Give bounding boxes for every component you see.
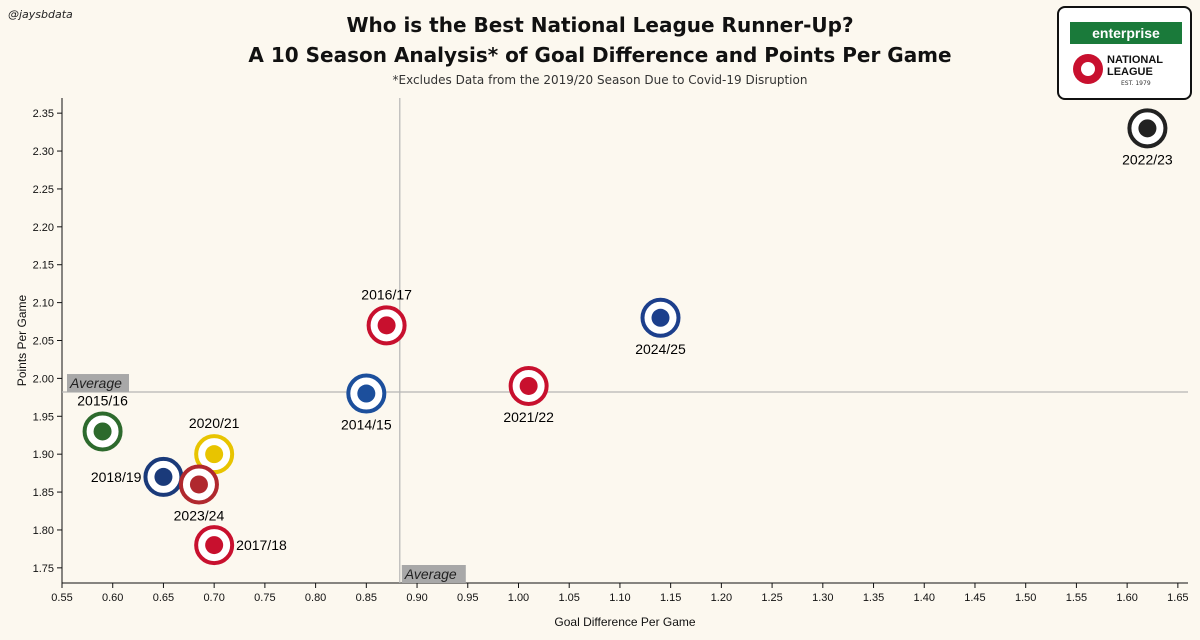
league-name-line-2: LEAGUE [1107,66,1153,78]
x-tick-label: 1.65 [1167,592,1188,604]
y-tick-label: 2.30 [33,146,54,158]
y-tick-label: 1.90 [33,449,54,461]
enterprise-logo: enterprise [1070,22,1182,44]
x-tick-label: 1.00 [508,592,529,604]
point-label: 2020/21 [189,415,240,431]
x-tick-label: 1.25 [761,592,782,604]
y-tick-label: 2.35 [33,108,54,120]
x-tick-label: 1.45 [964,592,985,604]
club-crest-center-icon [205,445,224,464]
data-point: 2016/17 [361,286,412,346]
data-point: 2020/21 [189,415,240,475]
x-tick-label: 0.75 [254,592,275,604]
average-lines-layer: Average Average [62,98,1188,583]
sponsor-logo-panel: enterprise NATIONAL LEAGUE EST. 1979 [1057,6,1192,100]
data-point: 2022/23 [1122,108,1173,167]
axes-layer: 0.55 0.60 0.65 0.70 0.75 0.80 0.85 0.90 0.95 1.00… [33,98,1189,604]
y-tick-label: 2.05 [33,336,54,348]
x-tick-label: 0.80 [305,592,326,604]
x-tick-label: 0.95 [457,592,478,604]
author-credit: @jaysbdata [8,8,73,21]
x-tick-label: 0.60 [102,592,123,604]
x-tick-label: 1.10 [609,592,630,604]
y-tick-label: 2.25 [33,184,54,196]
x-tick-label: 0.90 [406,592,427,604]
club-crest-center-icon [154,467,173,486]
average-x-label-bg [401,565,466,583]
club-crest-center-icon [1138,119,1157,138]
league-name-line-1: NATIONAL [1107,54,1164,66]
y-axis-title: Points Per Game [15,294,29,386]
y-tick-label: 1.85 [33,487,54,499]
point-label: 2023/24 [174,507,225,523]
y-tick-label: 2.20 [33,222,54,234]
average-y-label: Average [69,375,122,391]
data-point: 2014/15 [341,373,392,433]
data-point: 2021/22 [503,365,554,425]
point-label: 2014/15 [341,417,392,433]
point-label: 2021/22 [503,409,554,425]
x-tick-label: 1.50 [1015,592,1036,604]
x-axis-title: Goal Difference Per Game [554,615,696,629]
club-crest-center-icon [651,308,670,327]
x-tick-label: 1.05 [558,592,579,604]
club-crest-center-icon [205,536,224,555]
club-crest-center-icon [377,316,396,335]
average-y-label-bg [67,374,129,393]
point-label: 2017/18 [236,537,287,553]
x-tick-label: 0.70 [203,592,224,604]
point-label: 2024/25 [635,341,686,357]
club-crest-center-icon [189,475,208,494]
y-tick-label: 1.80 [33,525,54,537]
club-crest-center-icon [357,384,376,403]
chart-titles: Who is the Best National League Runner-U… [0,10,1200,87]
data-point: 2017/18 [194,525,287,566]
point-label: 2022/23 [1122,151,1173,167]
x-tick-label: 1.30 [812,592,833,604]
y-tick-label: 1.95 [33,411,54,423]
x-tick-label: 1.15 [660,592,681,604]
y-tick-label: 2.10 [33,298,54,310]
y-tick-label: 1.75 [33,563,54,575]
x-tick-label: 1.60 [1116,592,1137,604]
y-tick-label: 2.00 [33,373,54,385]
club-crest-center-icon [519,376,538,395]
points-layer: 2015/16 2016/17 2014/15 2017/18 2018/19 2020/… [77,108,1173,566]
x-tick-label: 0.85 [356,592,377,604]
data-point: 2015/16 [77,392,128,452]
x-tick-label: 1.40 [914,592,935,604]
average-x-label: Average [404,566,457,582]
x-tick-label: 0.55 [51,592,72,604]
point-label: 2016/17 [361,286,412,302]
national-league-logo-text: NATIONAL LEAGUE [1107,54,1163,78]
data-point: 2018/19 [91,456,184,497]
x-tick-label: 1.20 [711,592,732,604]
data-point: 2024/25 [635,297,686,357]
league-established: EST. 1979 [1121,80,1151,87]
chart-subtitle: *Excludes Data from the 2019/20 Season D… [392,73,808,87]
chart-title-line-2: A 10 Season Analysis* of Goal Difference… [248,43,952,67]
national-league-rose-icon [1073,54,1103,84]
chart-title-line-1: Who is the Best National League Runner-U… [346,13,854,37]
point-label: 2018/19 [91,469,142,485]
club-crest-center-icon [93,422,112,441]
x-tick-label: 1.55 [1066,592,1087,604]
x-tick-label: 0.65 [153,592,174,604]
point-label: 2015/16 [77,392,128,408]
x-tick-label: 1.35 [863,592,884,604]
data-point: 2023/24 [174,464,225,523]
y-tick-label: 2.15 [33,260,54,272]
